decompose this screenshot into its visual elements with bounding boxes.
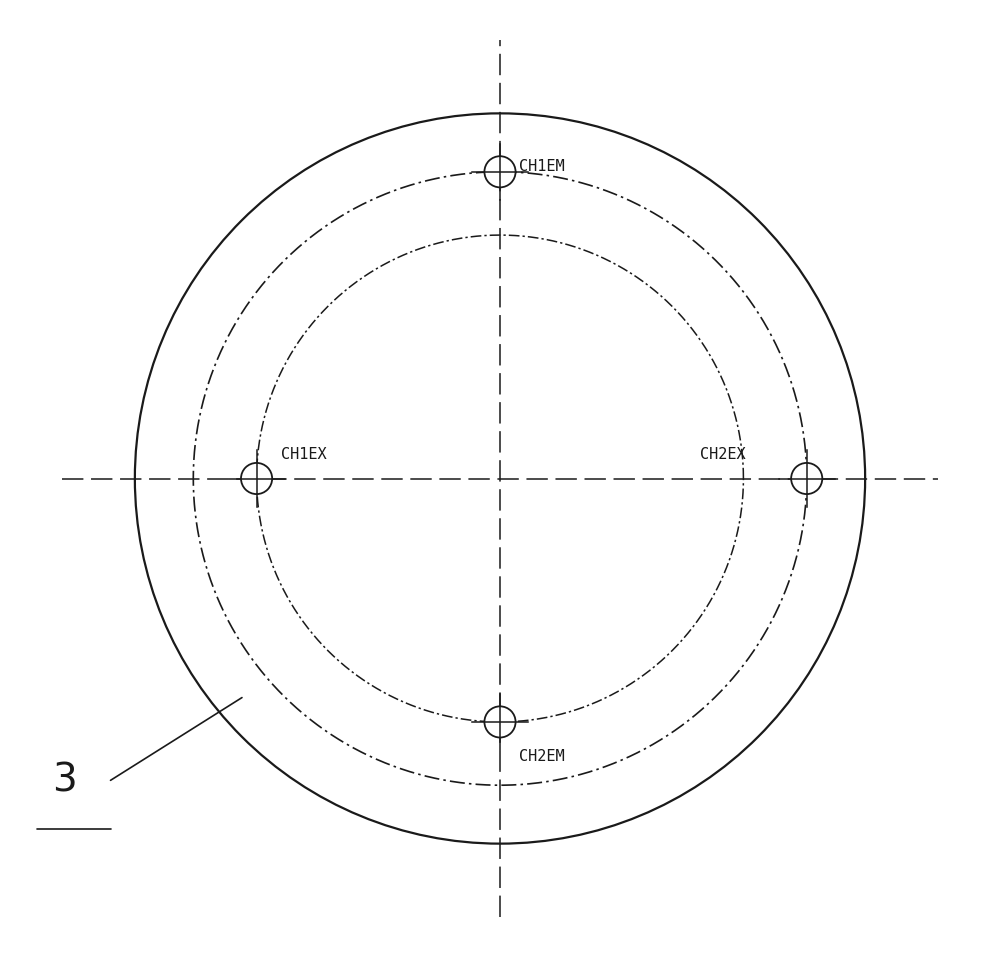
Circle shape xyxy=(484,156,516,188)
Text: 3: 3 xyxy=(52,762,77,799)
Circle shape xyxy=(241,463,272,494)
Text: CH1EX: CH1EX xyxy=(281,447,327,461)
Text: CH1EM: CH1EM xyxy=(519,160,565,174)
Circle shape xyxy=(791,463,822,494)
Circle shape xyxy=(484,706,516,738)
Text: CH2EX: CH2EX xyxy=(700,447,745,461)
Text: CH2EM: CH2EM xyxy=(519,748,565,764)
